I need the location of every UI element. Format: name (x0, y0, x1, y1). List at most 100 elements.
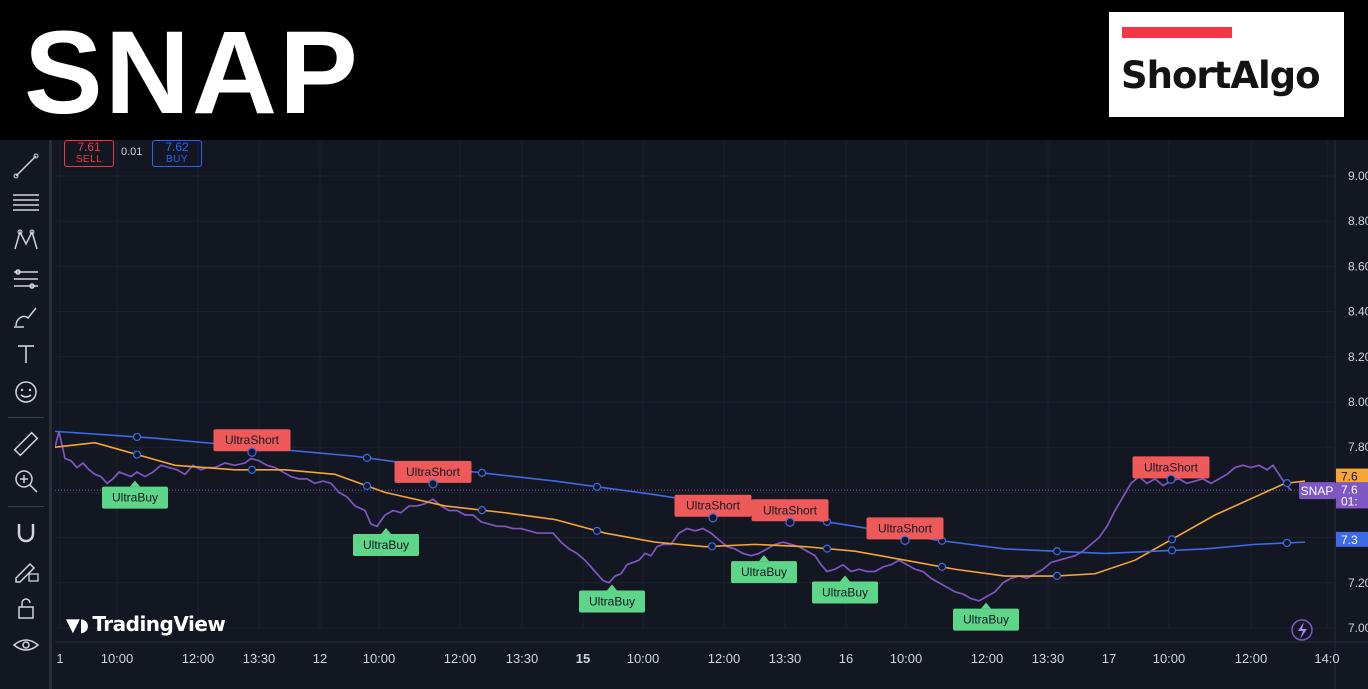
orange_ma-marker (1282, 479, 1292, 488)
ultrabuy-signal: UltraBuy (953, 602, 1019, 631)
pattern-icon[interactable] (10, 224, 42, 256)
blue_ma-marker (477, 468, 487, 477)
signal-label: UltraShort (225, 433, 280, 447)
sell-price: 7.61 (77, 140, 101, 154)
tradingview-logo-icon: ▼◗ (66, 615, 89, 636)
signal-label: UltraShort (878, 521, 933, 535)
signal-anchor (708, 513, 718, 523)
signal-label: UltraBuy (363, 538, 409, 552)
signal-box (812, 581, 878, 604)
ultrashort-signal: UltraShort (751, 499, 829, 528)
price-line (55, 431, 1292, 602)
orange_ma-marker (937, 562, 947, 571)
signal-pointer (759, 555, 769, 562)
signal-label: UltraBuy (589, 595, 635, 609)
x-tick-label: 12:00 (444, 651, 477, 666)
x-tick-label: 12:00 (971, 651, 1004, 666)
x-tick-label: 10:00 (1153, 651, 1186, 666)
x-tick-label: 13:30 (506, 651, 539, 666)
y-tick-label: 8.80 (1348, 214, 1368, 228)
symbol-tag (1299, 482, 1336, 500)
signal-box (213, 429, 291, 452)
signal-label: UltraBuy (822, 586, 868, 600)
ultrashort-signal: UltraShort (394, 460, 472, 489)
signal-box (953, 608, 1019, 631)
signal-label: UltraBuy (112, 491, 158, 505)
orange_ma-marker (1167, 535, 1177, 544)
ultrashort-signal: UltraShort (213, 429, 291, 458)
sell-label: SELL (75, 154, 103, 165)
symbol-tag-text: SNAP (1301, 484, 1334, 498)
blue_ma-marker (1167, 546, 1177, 555)
ruler-icon[interactable] (10, 428, 42, 460)
signal-label: UltraBuy (963, 613, 1009, 627)
price-axis-tag (1336, 468, 1368, 484)
signal-anchor (785, 517, 795, 527)
x-tick-label: 17 (1102, 651, 1116, 666)
toolbar-separator (8, 417, 44, 418)
x-tick-label: 13:30 (243, 651, 276, 666)
lock-icon[interactable] (10, 592, 42, 624)
ultrabuy-signal: UltraBuy (812, 575, 878, 604)
signal-box (394, 460, 472, 483)
fib-icon[interactable] (10, 262, 42, 294)
toolbar-separator (8, 506, 44, 507)
signal-anchor (900, 535, 910, 545)
ticker-title: SNAP (24, 7, 360, 139)
price-chart[interactable]: UltraBuy UltraShort UltraBuy UltraShort Ultr… (55, 140, 1368, 689)
ultrabuy-signal: UltraBuy (102, 480, 168, 509)
buy-button[interactable]: 7.62 BUY (152, 140, 202, 167)
y-tick-label: 7.00 (1348, 621, 1368, 635)
orange_ma-marker (592, 526, 602, 536)
x-tick-label: 10:00 (890, 651, 923, 666)
blue_ma-marker (362, 453, 372, 462)
x-tick-label: 10:00 (101, 651, 134, 666)
signal-box (579, 590, 645, 613)
x-tick-label: 12:00 (182, 651, 215, 666)
x-tick-label: 13:30 (769, 651, 802, 666)
signal-pointer (381, 528, 391, 535)
signal-label: UltraShort (763, 503, 818, 517)
zoom-icon[interactable] (10, 465, 42, 497)
signal-anchor (428, 479, 438, 489)
brand-banner: SNAP ShortAlgo (0, 0, 1368, 140)
logo-text: ShortAlgo (1121, 54, 1321, 97)
signal-box (674, 494, 752, 517)
x-tick-label: 1 (56, 651, 63, 666)
horizontal-lines-icon[interactable] (10, 186, 42, 218)
signal-label: UltraShort (1144, 460, 1199, 474)
emoji-icon[interactable] (10, 376, 42, 408)
shortalgo-logo: ShortAlgo (1109, 12, 1344, 117)
magnet-icon[interactable] (10, 516, 42, 548)
tradingview-watermark: ▼◗ TradingView (66, 612, 226, 636)
x-tick-label: 13:30 (1032, 651, 1065, 666)
price-axis-tag-text: 7.6 (1341, 470, 1358, 484)
signal-box (1132, 456, 1210, 479)
x-tick-label: 15 (576, 651, 590, 666)
signal-anchor (1166, 474, 1176, 484)
y-tick-label: 8.40 (1348, 305, 1368, 319)
ultrashort-signal: UltraShort (866, 517, 944, 546)
signal-box (866, 517, 944, 540)
x-tick-label: 12:00 (1235, 651, 1268, 666)
buy-price: 7.62 (165, 140, 189, 154)
orange_ma-marker (1052, 571, 1062, 581)
sell-button[interactable]: 7.61 SELL (64, 140, 114, 167)
y-tick-label: 8.60 (1348, 259, 1368, 273)
signal-box (751, 499, 829, 522)
trend-line-icon[interactable] (10, 150, 42, 182)
text-icon[interactable] (10, 338, 42, 370)
lightning-icon[interactable] (1291, 619, 1313, 641)
signal-box (353, 534, 419, 557)
buy-label: BUY (165, 154, 189, 165)
brush-icon[interactable] (10, 300, 42, 332)
orange_ma-marker (707, 542, 717, 551)
signal-pointer (130, 480, 140, 487)
signal-label: UltraShort (406, 465, 461, 479)
price-axis-tag (1336, 531, 1368, 547)
logo-red-bar (1122, 27, 1232, 38)
lock-pencil-icon[interactable] (10, 554, 42, 586)
x-tick-label: 12:00 (708, 651, 741, 666)
eye-icon[interactable] (10, 629, 42, 661)
ultrashort-signal: UltraShort (674, 494, 752, 523)
